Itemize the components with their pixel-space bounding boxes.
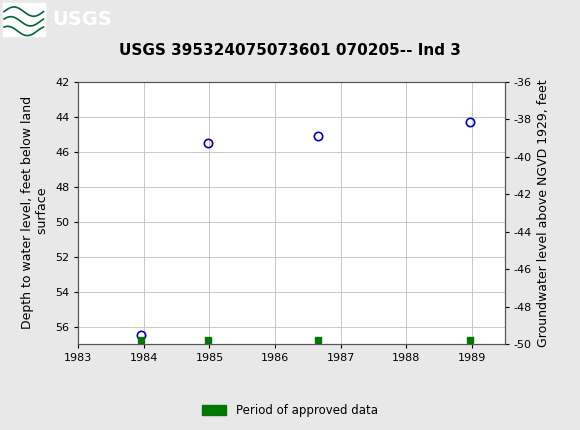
Bar [3, 3, 45, 36]
Text: USGS: USGS [52, 10, 112, 29]
Y-axis label: Depth to water level, feet below land
 surface: Depth to water level, feet below land su… [21, 96, 49, 329]
Text: USGS 395324075073601 070205-- Ind 3: USGS 395324075073601 070205-- Ind 3 [119, 43, 461, 58]
Legend: Period of approved data: Period of approved data [198, 399, 382, 422]
Y-axis label: Groundwater level above NGVD 1929, feet: Groundwater level above NGVD 1929, feet [538, 79, 550, 347]
